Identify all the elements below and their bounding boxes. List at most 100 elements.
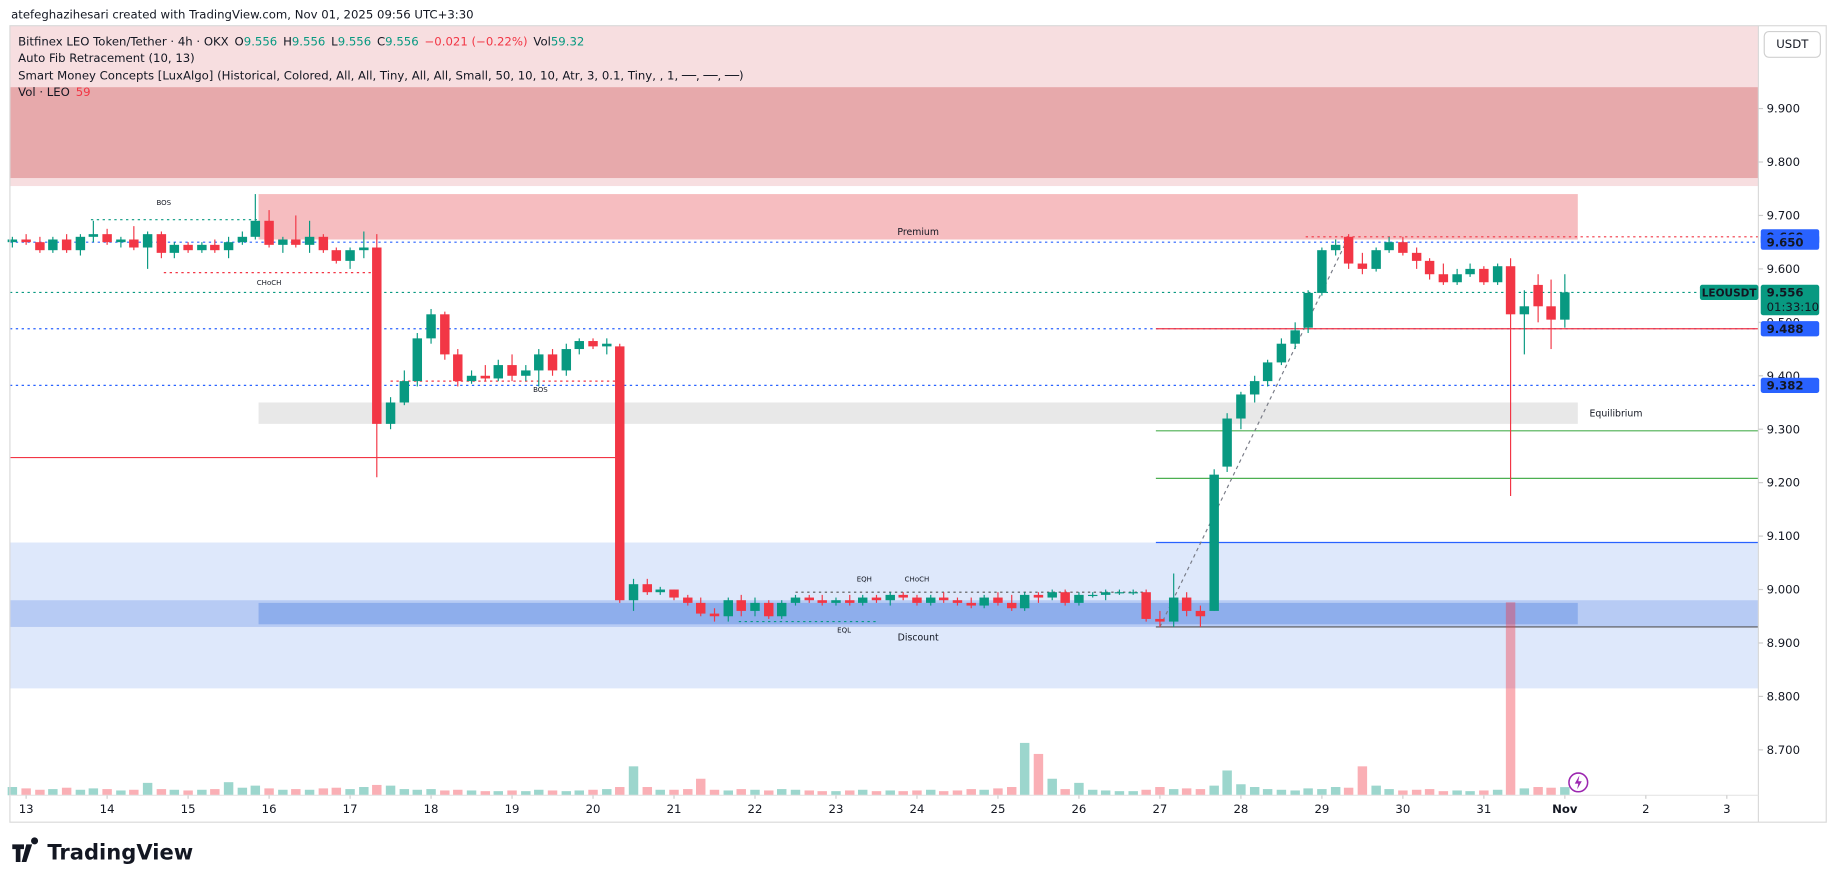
candle-body: [88, 234, 99, 237]
candle-body: [979, 597, 989, 606]
candle-body: [48, 239, 58, 251]
candle-body: [331, 250, 342, 261]
candle-body: [655, 589, 665, 593]
volume-bar: [426, 789, 436, 796]
candle-body: [35, 242, 45, 251]
candle-body: [1479, 268, 1489, 283]
y-tick-label: 8.700: [1767, 743, 1800, 757]
x-tick-label: 17: [343, 802, 358, 816]
x-tick-label: 28: [1233, 802, 1248, 816]
ohlc-value: 9.556: [244, 35, 277, 49]
volume-bar: [142, 782, 153, 796]
volume-bar: [952, 790, 963, 796]
volume-bar: [776, 789, 787, 796]
candle-body: [817, 600, 827, 603]
countdown: 01:33:10: [1767, 300, 1819, 314]
volume-bar: [1019, 742, 1030, 796]
candle-body: [1276, 343, 1287, 363]
candle-body: [1019, 594, 1030, 609]
candle-body: [291, 239, 301, 245]
ohlc-key: C: [377, 35, 385, 49]
volume-bar: [1533, 787, 1543, 796]
symbol: Bitfinex LEO Token/Tether · 4h · OKX: [18, 35, 229, 49]
x-tick-label: Nov: [1552, 802, 1578, 816]
volume-bar: [804, 790, 814, 796]
volume-bar: [493, 791, 504, 796]
candle-body: [952, 600, 963, 603]
volume-bar: [318, 788, 329, 796]
candle-body: [1141, 592, 1151, 619]
candle-body: [385, 402, 396, 424]
volume-bar: [628, 766, 639, 796]
volume-bar: [574, 790, 584, 796]
volume-bar: [736, 789, 746, 796]
volume-bar: [831, 791, 841, 796]
candle-body: [1128, 592, 1138, 594]
y-tick-label: 9.800: [1767, 155, 1800, 169]
ohlc-key: O: [235, 35, 244, 49]
candle-body: [480, 375, 491, 379]
candle-body: [1290, 330, 1300, 344]
volume-bar: [966, 789, 976, 796]
x-tick-label: 13: [19, 802, 34, 816]
candle-body: [588, 341, 598, 347]
candle-body: [507, 365, 517, 376]
candle-body: [1357, 263, 1368, 269]
volume-last: 59: [76, 85, 91, 99]
candle-body: [1533, 284, 1543, 307]
volume-bar: [385, 785, 396, 796]
volume-bar: [655, 789, 665, 796]
volume-bar: [197, 789, 207, 796]
candle-body: [993, 597, 1003, 603]
candle-body: [1505, 266, 1516, 315]
currency[interactable]: USDT: [1776, 37, 1809, 51]
ohlc-value: 9.556: [338, 35, 371, 49]
volume-bar: [709, 789, 720, 796]
candle-body: [453, 354, 463, 382]
volume-bar: [1479, 790, 1489, 796]
candle-body: [75, 236, 86, 251]
volume-bar: [359, 787, 369, 796]
volume-bar: [857, 789, 868, 796]
volume-bar: [1384, 789, 1394, 796]
candle-body: [1303, 292, 1313, 328]
zone: [9, 87, 1759, 179]
y-tick-label: 9.700: [1767, 209, 1800, 223]
volume-bar: [642, 787, 653, 796]
volume-bar: [993, 788, 1003, 796]
alert-icon[interactable]: [1568, 772, 1589, 793]
candle-body: [709, 613, 720, 617]
candle-body: [723, 600, 733, 617]
volume-bar: [1249, 787, 1260, 796]
candle-body: [628, 584, 639, 601]
volume-bar: [466, 790, 477, 796]
volume-bar: [764, 790, 774, 796]
volume-bar: [588, 789, 598, 796]
volume-bar: [210, 789, 220, 796]
candle-body: [183, 244, 193, 251]
x-tick-label: 26: [1071, 802, 1086, 816]
candle-body: [615, 346, 625, 601]
price-label-box: [1760, 284, 1820, 316]
x-tick-label: 27: [1152, 802, 1167, 816]
candle-body: [426, 314, 436, 339]
candle-body: [1519, 306, 1530, 315]
volume-bar: [1114, 791, 1125, 796]
annotation: EQL: [837, 625, 851, 634]
candle-body: [1384, 242, 1394, 251]
volume-bar: [926, 789, 936, 796]
candle-body: [857, 597, 868, 603]
candle-body: [1060, 592, 1070, 603]
currency-button[interactable]: [1763, 30, 1821, 58]
volume-bar: [1343, 787, 1354, 796]
volume-bar: [169, 789, 180, 796]
volume-bar: [7, 787, 18, 796]
volume-bar: [938, 791, 949, 796]
volume-bar: [440, 790, 450, 796]
candle-body: [1438, 274, 1449, 283]
volume-bar: [1100, 790, 1111, 796]
volume-bar: [1546, 787, 1556, 796]
zone-label: Premium: [897, 227, 939, 238]
volume-bar: [1222, 770, 1232, 796]
candle-body: [1033, 594, 1044, 598]
